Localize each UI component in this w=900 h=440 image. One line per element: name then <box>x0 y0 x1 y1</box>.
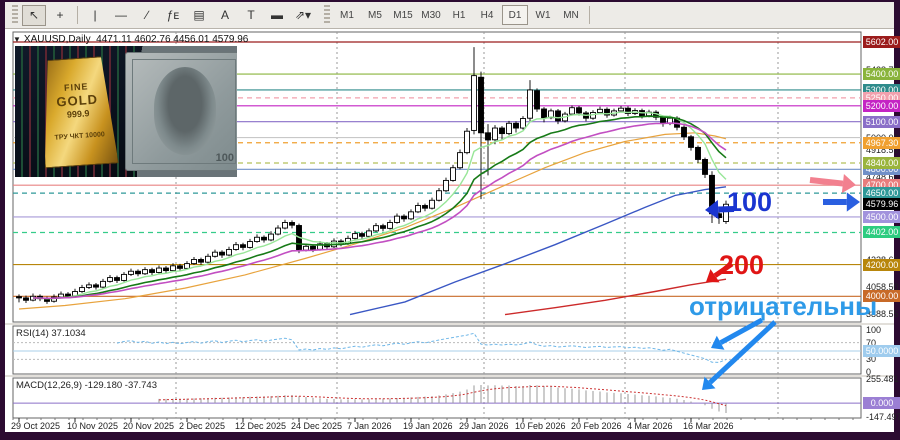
macd-values: -129.180 -37.743 <box>84 380 158 391</box>
macd-scale-label: -147.497 <box>866 411 900 422</box>
time-axis-label: 10 Nov 2025 <box>67 421 119 431</box>
ohlc-values: 4471.11 4602.76 4456.01 4579.96 <box>96 34 249 45</box>
time-axis-label: 10 Feb 2026 <box>515 421 566 431</box>
price-tick: 4058.50 <box>866 282 899 293</box>
time-axis-label: 29 Oct 2025 <box>11 421 61 431</box>
annotation-200: 200 <box>719 250 765 280</box>
price-level-badge: 4200.00 <box>863 258 900 271</box>
gold-bar-text: GOLD <box>55 91 99 110</box>
time-axis-label: 19 Jan 2026 <box>403 421 453 431</box>
gold-bar-text: ТРУ ЧКТ 10000 <box>54 131 106 143</box>
time-axis-label: 16 Mar 2026 <box>683 421 734 431</box>
price-level-badge: 4840.00 <box>863 156 900 169</box>
annotation-negative: отрицательны <box>689 291 878 321</box>
rsi-scale-label: 30 <box>866 354 877 365</box>
crosshair-tool[interactable]: + <box>56 8 64 22</box>
symbol-name: XAUUSD,Daily <box>23 34 91 45</box>
timeframe-d1[interactable]: D1 <box>502 5 528 25</box>
franklin-portrait <box>154 67 216 155</box>
time-axis-label: 20 Feb 2026 <box>571 421 622 431</box>
bill-denomination: 100 <box>215 152 234 164</box>
macd-pane-label: MACD(12,26,9) -129.180 -37.743 <box>16 380 158 391</box>
trendline-tool[interactable]: ∕ <box>145 8 148 22</box>
time-axis-label: 4 Mar 2026 <box>627 421 673 431</box>
shapes-dropdown[interactable]: ⇗▾ <box>294 8 312 22</box>
time-axis-label: 2 Dec 2025 <box>179 421 226 431</box>
horizontal-line-tool[interactable]: — <box>115 8 127 22</box>
chart-title: ▼ XAUUSD,Daily 4471.11 4602.76 4456.01 45… <box>13 34 248 45</box>
rectangle-tool[interactable]: ▬ <box>271 8 283 22</box>
toolbar-separator <box>77 6 78 24</box>
price-level-badge: 5602.00 <box>863 36 900 48</box>
dollar-bill: 100 <box>125 52 237 171</box>
rsi-value: 37.1034 <box>51 328 86 339</box>
price-tick: 3888.55 <box>866 309 899 319</box>
annotation-100: 100 <box>727 187 773 217</box>
price-level-badge: 4000.00 <box>863 290 900 303</box>
macd-scale-label: 255.481 <box>866 374 899 385</box>
price-tick: 4748.60 <box>866 172 899 183</box>
timeframe-m1[interactable]: M1 <box>340 9 354 21</box>
bill-frame <box>132 59 236 164</box>
chart-area[interactable]: ▼ XAUUSD,Daily 4471.11 4602.76 4456.01 45… <box>5 30 900 432</box>
rsi-pane-label: RSI(14) 37.1034 <box>16 328 86 339</box>
gold-bar-text: 999.9 <box>66 107 90 120</box>
price-level-badge: 5200.00 <box>863 99 900 112</box>
gold-dollar-photo: 100 FINE GOLD 999.9 ТРУ ЧКТ 10000 <box>15 46 237 177</box>
price-level-badge: 4579.96 <box>863 198 900 211</box>
price-level-badge: 5100.00 <box>863 115 900 128</box>
timeframe-h1[interactable]: H1 <box>452 9 466 21</box>
toolbar-separator <box>589 6 590 24</box>
timeframe-w1[interactable]: W1 <box>535 9 551 21</box>
rsi-level-badge: 50.0000 <box>863 345 900 357</box>
price-level-badge: 4500.00 <box>863 210 900 223</box>
price-level-badge: 5400.00 <box>863 68 900 81</box>
price-level-badge: 4967.30 <box>863 136 900 149</box>
timeframe-m5[interactable]: M5 <box>368 9 382 21</box>
rsi-scale-label: 0 <box>866 367 872 377</box>
timeframe-m30[interactable]: M30 <box>421 9 441 21</box>
timeframe-mn[interactable]: MN <box>563 9 579 21</box>
time-axis-label: 12 Dec 2025 <box>235 421 287 431</box>
time-axis-label: 24 Dec 2025 <box>291 421 343 431</box>
label-tool[interactable]: T <box>247 8 255 22</box>
timeframe-h4[interactable]: H4 <box>480 9 494 21</box>
fibonacci-tool[interactable]: ƒᴇ <box>166 8 180 22</box>
vertical-line-tool[interactable]: | <box>93 8 97 22</box>
macd-level-badge: 0.000 <box>863 397 900 410</box>
cursor-tool[interactable]: ↖ <box>22 4 46 26</box>
toolbar-grip[interactable] <box>12 5 18 25</box>
time-axis-label: 29 Jan 2026 <box>459 421 509 431</box>
price-level-badge: 4650.00 <box>863 187 900 200</box>
price-level-badge: 4402.00 <box>863 226 900 239</box>
toolbar-grip[interactable] <box>324 5 330 25</box>
text-tool[interactable]: A <box>220 8 229 22</box>
toolbar: ↖ + | — ∕ ƒᴇ ▤ A T ▬ ⇗▾ M1 M5 M15 M30 H1 H4 D1 W1 MN <box>5 2 894 29</box>
price-chart-canvas[interactable] <box>5 30 894 432</box>
time-axis-label: 7 Jan 2026 <box>347 421 392 431</box>
symbol-dropdown-icon[interactable]: ▼ <box>13 35 21 44</box>
window-content: ↖ + | — ∕ ƒᴇ ▤ A T ▬ ⇗▾ M1 M5 M15 M30 H1 H4 D1 W1 MN ▼ XAUUS… <box>5 2 900 432</box>
price-tick: 4918.55 <box>866 145 899 156</box>
timeframe-m15[interactable]: M15 <box>393 9 413 21</box>
time-axis-label: 20 Nov 2025 <box>123 421 175 431</box>
rsi-scale-label: 70 <box>866 337 877 348</box>
rsi-scale-label: 100 <box>866 325 882 335</box>
channels-tool[interactable]: ▤ <box>193 8 205 22</box>
